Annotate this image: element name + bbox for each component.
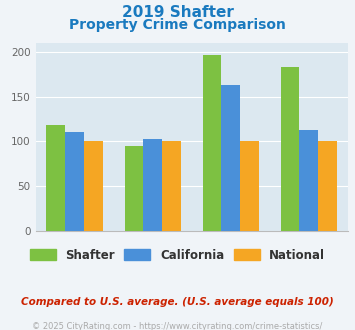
Bar (84, 142, 103, 231)
Text: © 2025 CityRating.com - https://www.cityrating.com/crime-statistics/: © 2025 CityRating.com - https://www.city… (32, 322, 323, 330)
Text: 2019 Shafter: 2019 Shafter (121, 5, 234, 20)
Bar (203, 55, 222, 231)
Bar (125, 146, 143, 231)
Bar (222, 85, 240, 231)
Legend: Shafter, California, National: Shafter, California, National (25, 244, 330, 266)
Text: Property Crime Comparison: Property Crime Comparison (69, 18, 286, 32)
Bar (143, 139, 162, 231)
Bar (47, 125, 65, 231)
Bar (240, 142, 259, 231)
Bar (162, 142, 181, 231)
Text: Compared to U.S. average. (U.S. average equals 100): Compared to U.S. average. (U.S. average … (21, 297, 334, 307)
Bar (300, 130, 318, 231)
Bar (281, 67, 300, 231)
Bar (318, 142, 337, 231)
Bar (65, 132, 84, 231)
